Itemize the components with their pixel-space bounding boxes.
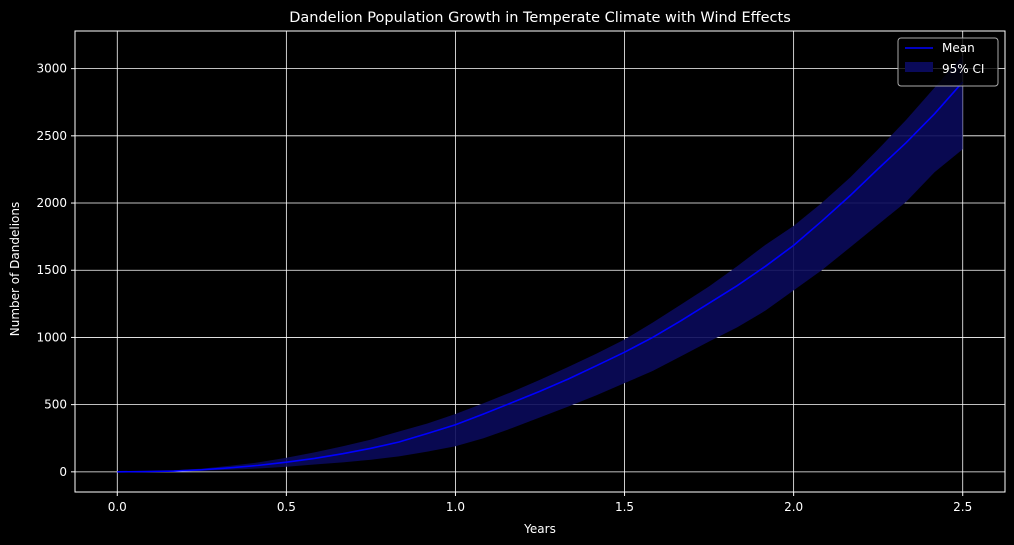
legend-box	[897, 37, 999, 87]
ci-band-group	[117, 55, 963, 472]
x-axis-ticks: 0.0 0.5 1.0 1.5 2.0 2.5	[108, 492, 972, 514]
y-tick-label: 3000	[36, 62, 67, 76]
y-tick-label: 1000	[36, 330, 67, 344]
series-lines	[117, 81, 964, 473]
y-axis-label: Number of Dandelions	[8, 202, 22, 336]
x-tick-label: 1.0	[446, 500, 465, 514]
legend-ci-swatch	[905, 62, 933, 72]
mean-line	[117, 81, 964, 473]
chart-title: Dandelion Population Growth in Temperate…	[289, 10, 791, 26]
y-tick-label: 0	[59, 465, 67, 479]
plot-frame	[74, 30, 1006, 493]
ci-band	[117, 55, 963, 472]
y-tick-label: 2000	[36, 196, 67, 210]
x-tick-label: 0.5	[277, 500, 296, 514]
y-tick-label: 1500	[36, 263, 67, 277]
x-tick-label: 1.5	[615, 500, 634, 514]
x-tick-label: 2.5	[953, 500, 972, 514]
y-tick-label: 500	[44, 398, 67, 412]
y-tick-label: 2500	[36, 129, 67, 143]
x-axis-label: Years	[523, 522, 556, 536]
x-tick-label: 2.0	[784, 500, 803, 514]
y-axis-ticks: 0 500 1000 1500 2000 2500 3000	[36, 62, 75, 479]
legend-label-mean: Mean	[942, 41, 975, 55]
x-tick-label: 0.0	[108, 500, 127, 514]
legend-label-ci: 95% CI	[942, 62, 984, 76]
legend: Mean 95% CI	[897, 37, 999, 87]
